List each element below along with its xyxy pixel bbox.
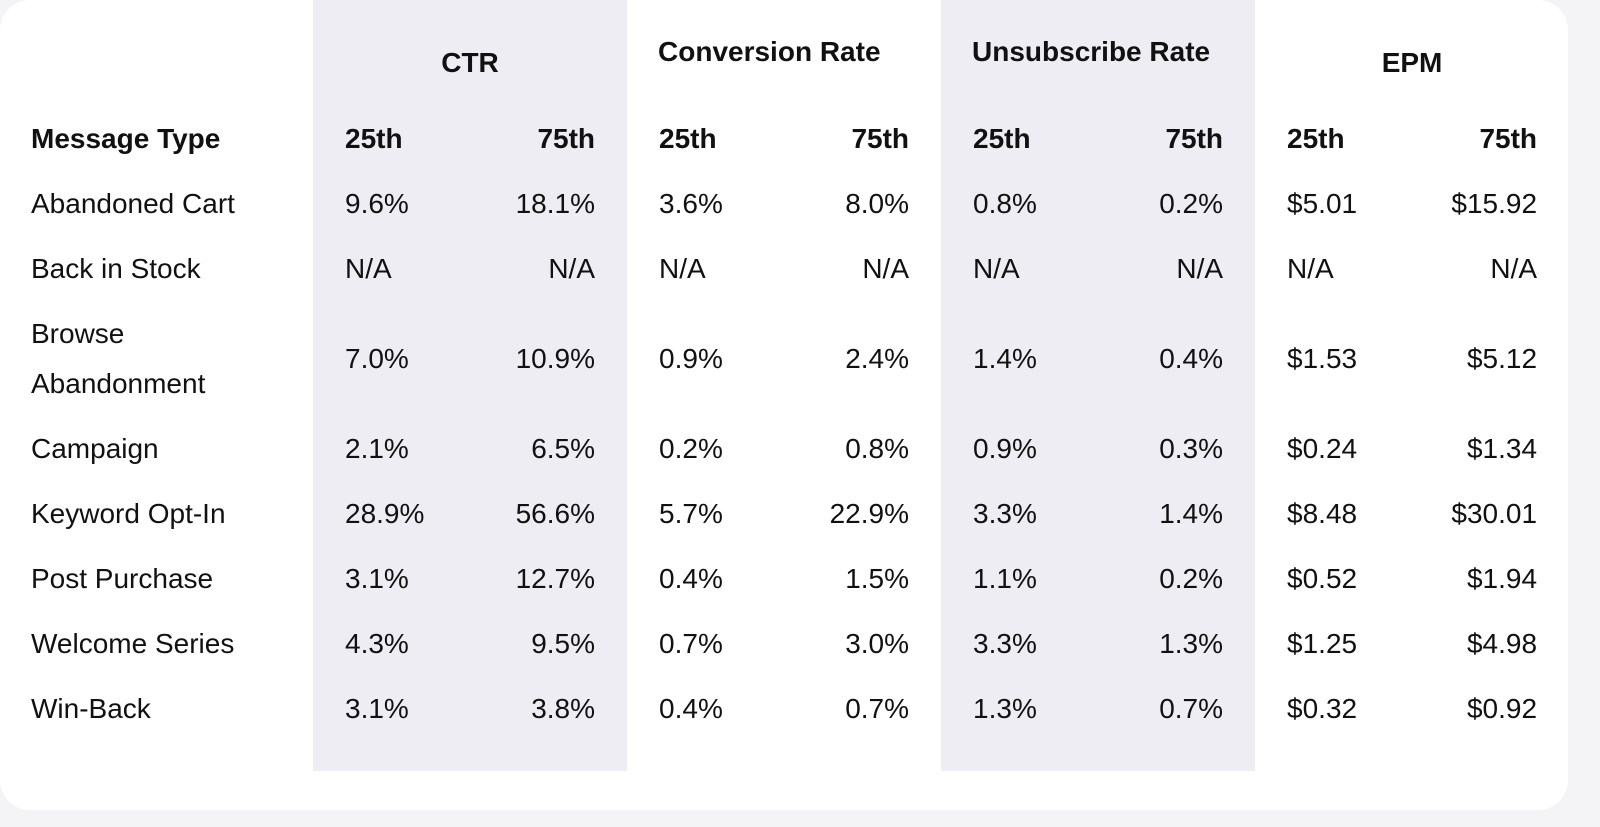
column-header: 75th — [470, 106, 628, 171]
cell: 1.4% — [941, 301, 1099, 416]
table-row: Post Purchase 3.1% 12.7% 0.4% 1.5% 1.1% 0.2% $0… — [0, 546, 1568, 611]
table-row: Win-Back 3.1% 3.8% 0.4% 0.7% 1.3% 0.7% $0.32 $0.… — [0, 676, 1568, 771]
cell: 2.1% — [313, 416, 470, 481]
cell: 18.1% — [470, 171, 628, 236]
column-header: 25th — [659, 122, 717, 154]
cell: 56.6% — [470, 481, 628, 546]
cell: $5.01 — [1287, 187, 1358, 219]
column-header: Message Type — [31, 122, 221, 154]
cell: N/A — [470, 236, 628, 301]
cell: 0.7% — [845, 692, 910, 724]
cell: 1.1% — [941, 546, 1099, 611]
cell: 1.3% — [1098, 611, 1256, 676]
cell: $8.48 — [1287, 497, 1358, 529]
cell: 3.1% — [313, 546, 470, 611]
cell: N/A — [659, 252, 706, 284]
table-row: Campaign 2.1% 6.5% 0.2% 0.8% 0.9% 0.3% $0.24 $1.… — [0, 416, 1568, 481]
cell: 0.9% — [941, 416, 1099, 481]
cell: 3.3% — [941, 611, 1099, 676]
row-label: Campaign — [31, 432, 159, 464]
cell: 1.5% — [845, 562, 910, 594]
group-header: CTR — [313, 0, 628, 106]
row-label: Welcome Series — [31, 627, 235, 659]
table-row: Abandoned Cart 9.6% 18.1% 3.6% 8.0% 0.8% 0.2% $… — [0, 171, 1568, 236]
column-header: 75th — [1479, 122, 1538, 154]
row-label: Back in Stock — [31, 252, 201, 284]
group-header: EPM — [1381, 47, 1443, 78]
cell: $0.24 — [1287, 432, 1358, 464]
cell: 10.9% — [470, 301, 628, 416]
cell: 0.8% — [845, 432, 910, 464]
cell: 0.2% — [1098, 171, 1256, 236]
cell: $0.52 — [1287, 562, 1358, 594]
cell: 0.2% — [659, 432, 723, 464]
cell: 1.4% — [1098, 481, 1256, 546]
cell: $1.53 — [1287, 342, 1358, 374]
row-label: Keyword Opt-In — [31, 497, 226, 529]
column-header: 25th — [941, 106, 1099, 171]
table-row: Keyword Opt-In 28.9% 56.6% 5.7% 22.9% 3.3% 1.4… — [0, 481, 1568, 546]
cell: 0.4% — [1098, 301, 1256, 416]
cell: 3.0% — [845, 627, 910, 659]
cell: N/A — [1098, 236, 1256, 301]
cell: 5.7% — [659, 497, 723, 529]
benchmark-card: CTR Conversion Rate Unsubscribe Rate EPM… — [0, 0, 1568, 810]
cell: 0.7% — [1098, 676, 1256, 771]
cell: 12.7% — [470, 546, 628, 611]
group-header: Conversion Rate — [658, 36, 881, 67]
cell: 0.2% — [1098, 546, 1256, 611]
cell: $1.34 — [1466, 432, 1538, 464]
cell: N/A — [941, 236, 1099, 301]
cell: 7.0% — [313, 301, 470, 416]
cell: 2.4% — [845, 342, 910, 374]
cell: $0.92 — [1466, 692, 1538, 724]
cell: 28.9% — [313, 481, 470, 546]
cell: 22.9% — [829, 497, 910, 529]
table-body: Abandoned Cart 9.6% 18.1% 3.6% 8.0% 0.8% 0.2% $… — [0, 171, 1568, 771]
group-header-row: CTR Conversion Rate Unsubscribe Rate EPM — [0, 0, 1568, 106]
cell: 9.5% — [470, 611, 628, 676]
cell: 3.8% — [470, 676, 628, 771]
column-header: 25th — [313, 106, 470, 171]
table-row: Browse Abandonment 7.0% 10.9% 0.9% 2.4% 1.4% 0… — [0, 301, 1568, 416]
cell: 6.5% — [470, 416, 628, 481]
empty-header — [0, 0, 313, 106]
row-label: Post Purchase — [31, 562, 214, 594]
group-header: Unsubscribe Rate — [941, 0, 1256, 106]
cell: $15.92 — [1451, 187, 1538, 219]
cell: N/A — [313, 236, 470, 301]
cell: 0.8% — [941, 171, 1099, 236]
cell: N/A — [1287, 252, 1334, 284]
row-label: Abandoned Cart — [31, 187, 235, 219]
cell: 8.0% — [845, 187, 910, 219]
table-row: Back in Stock N/A N/A N/A N/A N/A N/A N/A N/A — [0, 236, 1568, 301]
benchmark-table: CTR Conversion Rate Unsubscribe Rate EPM… — [0, 0, 1568, 771]
cell: 0.9% — [659, 342, 723, 374]
cell: 3.3% — [941, 481, 1099, 546]
cell: 0.4% — [659, 692, 723, 724]
cell: $5.12 — [1466, 342, 1538, 374]
column-header: 75th — [1098, 106, 1256, 171]
cell: $30.01 — [1451, 497, 1538, 529]
column-header: 75th — [851, 122, 910, 154]
row-label: Browse Abandonment — [31, 317, 206, 399]
table-row: Welcome Series 4.3% 9.5% 0.7% 3.0% 3.3% 1.3% $1… — [0, 611, 1568, 676]
cell: 9.6% — [313, 171, 470, 236]
cell: $4.98 — [1466, 627, 1538, 659]
cell: 3.1% — [313, 676, 470, 771]
cell: 0.7% — [659, 627, 723, 659]
cell: 4.3% — [313, 611, 470, 676]
cell: N/A — [862, 252, 910, 284]
cell: $1.25 — [1287, 627, 1358, 659]
cell: 0.4% — [659, 562, 723, 594]
column-header: 25th — [1287, 122, 1345, 154]
cell: 3.6% — [659, 187, 723, 219]
cell: N/A — [1490, 252, 1538, 284]
cell: 0.3% — [1098, 416, 1256, 481]
column-header-row: Message Type 25th 75th 25th 75th 25th 75th 25th… — [0, 106, 1568, 171]
cell: $1.94 — [1466, 562, 1538, 594]
cell: 1.3% — [941, 676, 1099, 771]
row-label: Win-Back — [31, 692, 151, 724]
cell: $0.32 — [1287, 692, 1358, 724]
